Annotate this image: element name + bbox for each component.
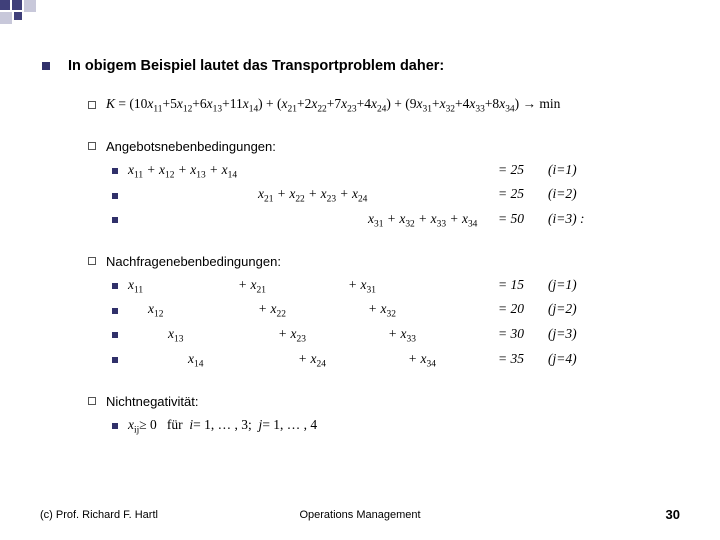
mini-bullet-icon [112, 193, 118, 199]
constraint-vars: x14+ x24+ x34 [128, 351, 498, 370]
footer-page-number: 30 [666, 507, 680, 522]
slide-heading: In obigem Beispiel lautet das Transportp… [68, 58, 444, 74]
constraint-row: x21 + x22 + x23 + x24= 25(i=2) [112, 186, 688, 205]
slide-footer: (c) Prof. Richard F. Hartl Operations Ma… [40, 507, 680, 522]
hollow-bullet-icon [88, 257, 96, 265]
constraint-tag: (j=1) [548, 277, 628, 296]
constraint-vars: x31 + x32 + x33 + x34 [128, 211, 498, 230]
constraint-tag: (i=1) [548, 162, 628, 181]
constraint-vars: x13+ x23+ x33 [128, 326, 498, 345]
nonneg-section: Nichtnegativität: xij ≥ 0 für i = 1, … ,… [88, 394, 688, 436]
constraint-eq: = 30 [498, 326, 548, 345]
hollow-bullet-icon [88, 397, 96, 405]
demand-constraints: x11+ x21+ x31= 15(j=1)x12+ x22+ x32= 20(… [112, 277, 688, 370]
mini-bullet-icon [112, 357, 118, 363]
footer-title: Operations Management [299, 509, 420, 521]
constraint-eq: = 20 [498, 301, 548, 320]
constraint-tag: (i=3) : [548, 211, 628, 230]
constraint-tag: (j=2) [548, 301, 628, 320]
constraint-vars: x12+ x22+ x32 [128, 301, 498, 320]
constraint-row: x31 + x32 + x33 + x34= 50(i=3) : [112, 211, 688, 230]
hollow-bullet-icon [88, 101, 96, 109]
constraint-eq: = 25 [498, 186, 548, 205]
mini-bullet-icon [112, 168, 118, 174]
mini-bullet-icon [112, 423, 118, 429]
constraint-row: x11+ x21+ x31= 15(j=1) [112, 277, 688, 296]
nonneg-constraint: xij ≥ 0 für i = 1, … , 3; j = 1, … , 4 [112, 417, 688, 436]
heading-bullet-icon [42, 62, 50, 70]
nonneg-title: Nichtnegativität: [106, 394, 199, 409]
demand-title: Nachfragenebenbedingungen: [106, 254, 281, 269]
constraint-eq: = 15 [498, 277, 548, 296]
constraint-eq: = 25 [498, 162, 548, 181]
constraint-eq: = 50 [498, 211, 548, 230]
demand-section: Nachfragenebenbedingungen: x11+ x21+ x31… [88, 254, 688, 370]
slide-content: K = (10x11+5x12+6x13+11x14) + (x21+2x22+… [88, 96, 688, 441]
supply-constraints: x11 + x12 + x13 + x14= 25(i=1) x21 + x22 … [112, 162, 688, 230]
constraint-vars: x11 + x12 + x13 + x14 [128, 162, 498, 181]
corner-decoration [0, 0, 80, 30]
hollow-bullet-icon [88, 142, 96, 150]
nonneg-line: xij ≥ 0 für i = 1, … , 3; j = 1, … , 4 [128, 417, 688, 436]
constraint-row: x12+ x22+ x32= 20(j=2) [112, 301, 688, 320]
constraint-row: x11 + x12 + x13 + x14= 25(i=1) [112, 162, 688, 181]
constraint-vars: x11+ x21+ x31 [128, 277, 498, 296]
constraint-row: x13+ x23+ x33= 30(j=3) [112, 326, 688, 345]
mini-bullet-icon [112, 283, 118, 289]
constraint-tag: (i=2) [548, 186, 628, 205]
objective-function: K = (10x11+5x12+6x13+11x14) + (x21+2x22+… [106, 96, 560, 115]
mini-bullet-icon [112, 332, 118, 338]
supply-section: Angebotsnebenbedingungen: x11 + x12 + x1… [88, 139, 688, 230]
constraint-eq: = 35 [498, 351, 548, 370]
supply-title: Angebotsnebenbedingungen: [106, 139, 276, 154]
mini-bullet-icon [112, 217, 118, 223]
constraint-row: x14+ x24+ x34= 35(j=4) [112, 351, 688, 370]
mini-bullet-icon [112, 308, 118, 314]
footer-author: (c) Prof. Richard F. Hartl [40, 509, 158, 521]
constraint-vars: x21 + x22 + x23 + x24 [128, 186, 498, 205]
constraint-tag: (j=4) [548, 351, 628, 370]
constraint-tag: (j=3) [548, 326, 628, 345]
objective-section: K = (10x11+5x12+6x13+11x14) + (x21+2x22+… [88, 96, 688, 115]
